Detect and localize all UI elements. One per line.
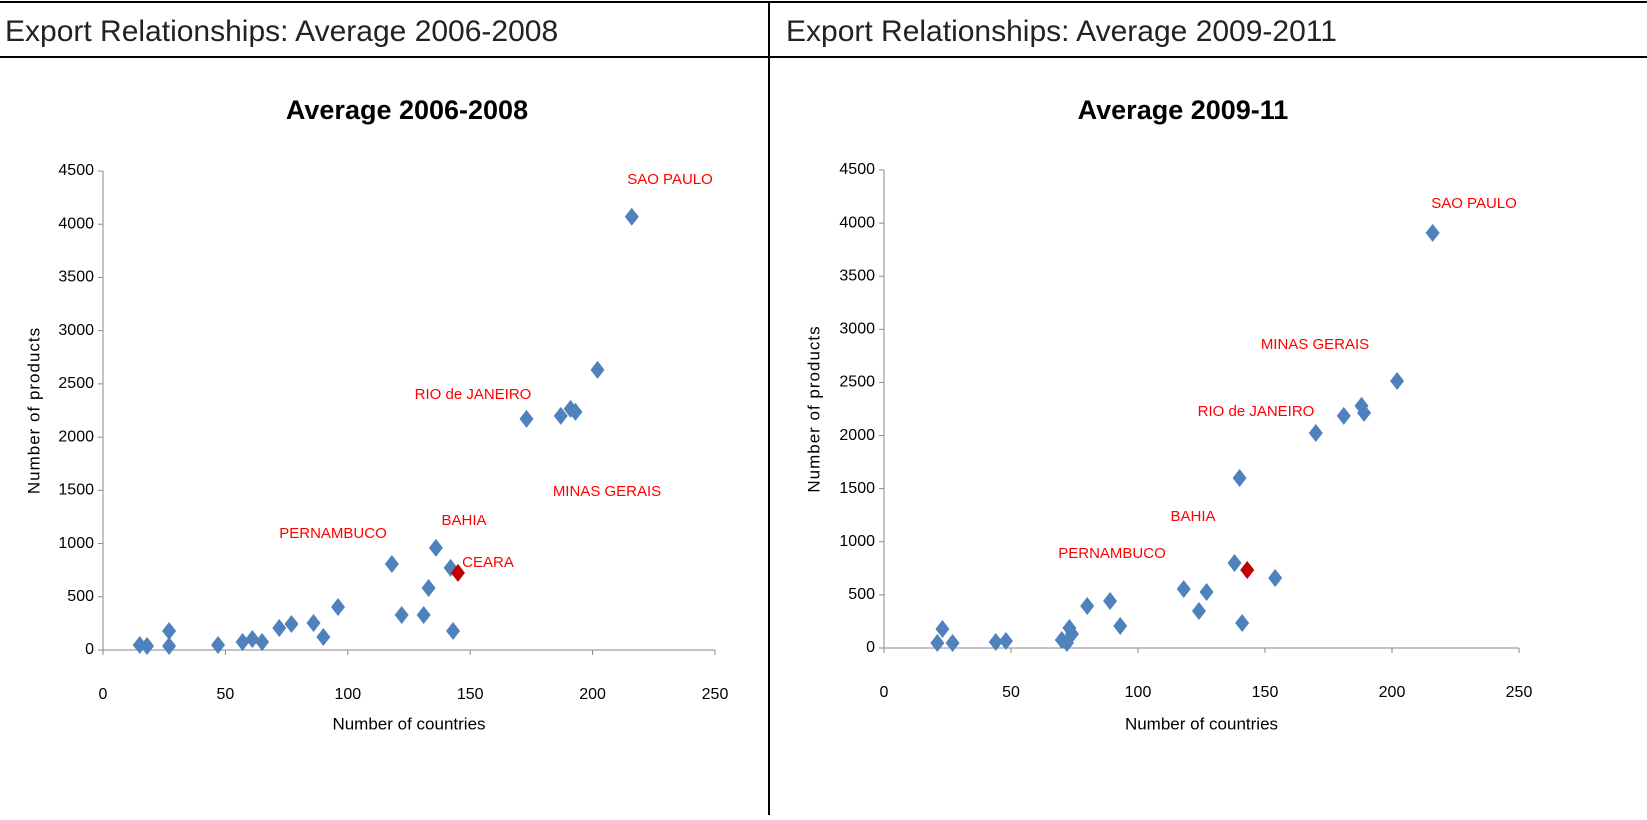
annotation: MINAS GERAIS bbox=[553, 483, 661, 500]
annotation: PERNAMBUCO bbox=[1058, 545, 1166, 562]
data-point bbox=[553, 406, 568, 425]
x-tick-label: 250 bbox=[702, 686, 729, 703]
y-tick-label: 3500 bbox=[58, 269, 94, 286]
x-tick-label: 150 bbox=[1252, 684, 1279, 701]
y-tick-label: 4500 bbox=[58, 162, 94, 179]
y-tick-label: 1500 bbox=[58, 482, 94, 499]
x-tick-label: 100 bbox=[334, 686, 361, 703]
data-point bbox=[1268, 568, 1283, 587]
data-point bbox=[162, 636, 177, 655]
y-tick-label: 3000 bbox=[58, 322, 94, 339]
data-point bbox=[1199, 583, 1214, 602]
y-tick-label: 4000 bbox=[839, 214, 875, 231]
x-tick-label: 150 bbox=[457, 686, 484, 703]
data-point bbox=[1425, 223, 1440, 242]
annotation: BAHIA bbox=[441, 512, 486, 529]
x-tick-label: 100 bbox=[1125, 684, 1152, 701]
data-point bbox=[945, 634, 960, 653]
data-point bbox=[1232, 468, 1247, 487]
data-point bbox=[421, 578, 436, 597]
data-point bbox=[1176, 579, 1191, 598]
data-point bbox=[235, 633, 250, 652]
data-point bbox=[1113, 617, 1128, 636]
y-axis-label: Number of products bbox=[804, 325, 823, 492]
data-point bbox=[316, 628, 331, 647]
x-tick-label: 200 bbox=[1379, 684, 1406, 701]
data-point bbox=[930, 634, 945, 653]
data-point bbox=[1235, 614, 1250, 633]
data-point bbox=[998, 631, 1013, 650]
y-tick-label: 500 bbox=[848, 586, 875, 603]
chart-title: Average 2006-2008 bbox=[286, 95, 528, 125]
annotation: PERNAMBUCO bbox=[279, 525, 387, 542]
data-point bbox=[1390, 371, 1405, 390]
y-tick-label: 0 bbox=[866, 639, 875, 656]
data-point bbox=[988, 633, 1003, 652]
data-point bbox=[331, 597, 346, 616]
data-point bbox=[446, 621, 461, 640]
data-point bbox=[1336, 406, 1351, 425]
x-tick-label: 50 bbox=[1002, 684, 1020, 701]
annotation: SAO PAULO bbox=[627, 171, 713, 188]
data-point bbox=[590, 360, 605, 379]
data-point bbox=[394, 605, 409, 624]
y-tick-label: 2500 bbox=[58, 375, 94, 392]
annotation: RIO de JANEIRO bbox=[1198, 403, 1315, 420]
data-point bbox=[1308, 424, 1323, 443]
panel-header: Export Relationships: Average 2009-2011 bbox=[786, 15, 1337, 48]
y-tick-label: 1000 bbox=[839, 533, 875, 550]
data-point bbox=[1240, 561, 1255, 580]
annotation: SAO PAULO bbox=[1431, 195, 1517, 212]
y-tick-label: 1000 bbox=[58, 535, 94, 552]
x-axis-label: Number of countries bbox=[1125, 714, 1278, 733]
annotation: MINAS GERAIS bbox=[1261, 336, 1369, 353]
x-tick-label: 0 bbox=[99, 686, 108, 703]
y-tick-label: 2500 bbox=[839, 374, 875, 391]
data-point bbox=[245, 630, 260, 649]
y-tick-label: 4000 bbox=[58, 215, 94, 232]
data-point bbox=[428, 538, 443, 557]
chart-title: Average 2009-11 bbox=[1078, 95, 1289, 125]
data-point bbox=[272, 618, 287, 637]
data-point bbox=[1064, 624, 1079, 643]
data-point bbox=[306, 613, 321, 632]
y-tick-label: 0 bbox=[85, 641, 94, 658]
x-tick-label: 250 bbox=[1506, 684, 1533, 701]
y-tick-label: 2000 bbox=[839, 427, 875, 444]
data-point bbox=[935, 619, 950, 638]
data-point bbox=[140, 636, 155, 655]
data-point bbox=[162, 621, 177, 640]
y-tick-label: 3500 bbox=[839, 267, 875, 284]
data-point bbox=[519, 409, 534, 428]
y-axis-label: Number of products bbox=[24, 327, 43, 494]
panel-header: Export Relationships: Average 2006-2008 bbox=[5, 15, 558, 48]
data-point bbox=[1357, 403, 1372, 422]
y-tick-label: 1500 bbox=[839, 480, 875, 497]
data-point bbox=[284, 615, 299, 634]
annotation: CEARA bbox=[462, 554, 514, 571]
y-tick-label: 2000 bbox=[58, 428, 94, 445]
data-point bbox=[450, 563, 465, 582]
y-tick-label: 3000 bbox=[839, 321, 875, 338]
data-point bbox=[211, 635, 226, 654]
data-point bbox=[1191, 602, 1206, 621]
y-tick-label: 4500 bbox=[839, 161, 875, 178]
data-point bbox=[624, 207, 639, 226]
x-tick-label: 200 bbox=[579, 686, 606, 703]
data-point bbox=[568, 402, 583, 421]
data-point bbox=[1103, 591, 1118, 610]
data-point bbox=[384, 554, 399, 573]
x-tick-label: 50 bbox=[217, 686, 235, 703]
data-point bbox=[416, 605, 431, 624]
annotation: BAHIA bbox=[1170, 508, 1215, 525]
x-axis-label: Number of countries bbox=[332, 714, 485, 733]
annotation: RIO de JANEIRO bbox=[415, 386, 532, 403]
data-point bbox=[1080, 597, 1095, 616]
y-tick-label: 500 bbox=[67, 588, 94, 605]
x-tick-label: 0 bbox=[880, 684, 889, 701]
data-point bbox=[1227, 554, 1242, 573]
data-point bbox=[255, 633, 270, 652]
